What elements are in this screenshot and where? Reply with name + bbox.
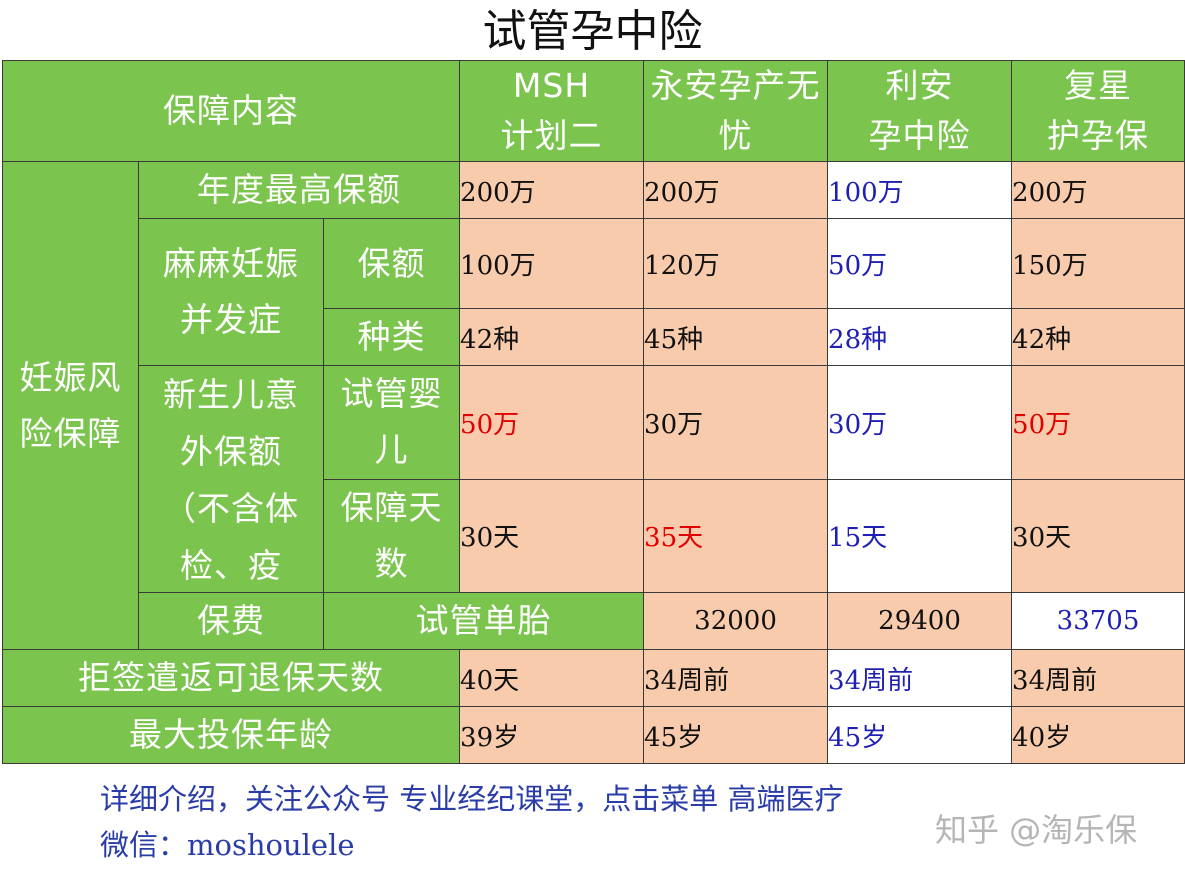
row-label: 保障天 数: [322, 478, 461, 593]
footer-line1: 详细介绍，关注公众号 专业经纪课堂，点击菜单 高端医疗: [100, 782, 844, 816]
product-header: 复星 护孕保: [1011, 60, 1185, 162]
table-cell: 34周前: [643, 649, 829, 707]
table-cell: 33705: [1011, 592, 1185, 650]
table-cell: 50万: [459, 365, 645, 480]
product-name-line2: 护孕保: [1047, 116, 1150, 155]
product-name-line2: 忧: [718, 116, 753, 155]
table-cell: 100万: [459, 218, 645, 309]
table-row: 麻麻妊娠 并发症 保额 100万 120万 50万 150万: [3, 218, 1185, 366]
table-row: 新生儿意 外保额 （不含体 检、疫 试管婴 儿 50万 30万 30万 50万: [3, 365, 1185, 593]
product-name-line1: 利安: [885, 66, 954, 105]
table-cell: 35天: [643, 478, 829, 593]
row-label-line2: 儿: [374, 430, 409, 470]
table-row: 种类 42种 45种 28种 42种: [3, 308, 1185, 366]
table-cell: 45岁: [827, 706, 1013, 764]
group-label-line: （不含体: [163, 489, 299, 528]
table-cell: 30万: [643, 365, 829, 480]
table-cell: 29400: [827, 592, 1013, 650]
table-cell: 30天: [459, 478, 645, 593]
table-cell: 32000: [643, 592, 829, 650]
table-cell: 30万: [827, 365, 1013, 480]
table-cell: 40岁: [1011, 706, 1185, 764]
product-header: 利安 孕中险: [827, 60, 1013, 162]
row-label: 年度最高保额: [137, 161, 461, 219]
row-label: 拒签遣返可退保天数: [1, 649, 461, 707]
table-cell: 34周前: [1011, 649, 1185, 707]
table-cell: 42种: [1011, 308, 1185, 366]
table-cell: 200万: [643, 161, 829, 219]
table-cell: 42种: [459, 308, 645, 366]
group-newborn: 新生儿意 外保额 （不含体 检、疫: [138, 365, 324, 593]
group-label-line1: 麻麻妊娠: [163, 244, 299, 283]
table-cell: 120万: [643, 218, 829, 309]
table-cell: 30天: [1011, 478, 1185, 593]
group-label-line: 检、疫: [180, 546, 282, 585]
footer-line2: 微信：moshoulele: [100, 828, 355, 862]
row-label-line2: 数: [374, 543, 409, 583]
group-label-line1: 妊娠风: [19, 357, 122, 397]
watermark: 知乎 @淘乐保: [935, 811, 1138, 849]
page-title: 试管孕中险: [482, 6, 703, 57]
product-name-line1: MSH: [512, 66, 591, 105]
table-cell: 45种: [643, 308, 829, 366]
header-row: 保障内容 MSH 计划二 永安孕产无 忧 利安 孕中险 复星 护孕保: [1, 60, 1185, 162]
table-cell: 28种: [827, 308, 1013, 366]
table-cell: 45岁: [643, 706, 829, 764]
table-cell: 150万: [1011, 218, 1185, 309]
group-pregnancy-risk: 妊娠风 险保障: [2, 161, 139, 650]
row-label: 保额: [322, 218, 461, 309]
table-cell: 39岁: [459, 706, 645, 764]
product-header: 永安孕产无 忧: [643, 60, 829, 162]
table-cell: 34周前: [827, 649, 1013, 707]
table-row: 保费 试管单胎 32000 29400 33705 31350: [3, 592, 1185, 650]
row-label: 试管婴 儿: [322, 365, 461, 480]
row-label: 试管单胎: [322, 592, 645, 650]
table-cell: 50万: [827, 218, 1013, 309]
row-label-line1: 保障天: [340, 487, 443, 527]
table-cell: 40天: [459, 649, 645, 707]
row-label: 最大投保年龄: [1, 706, 461, 764]
group-label-line: 新生儿意: [163, 375, 299, 414]
table-cell: 200万: [1011, 161, 1185, 219]
product-name-line1: 永安孕产无: [650, 66, 821, 105]
row-label-line1: 试管婴: [340, 374, 443, 414]
comparison-table: 保障内容 MSH 计划二 永安孕产无 忧 利安 孕中险 复星 护孕保 妊娠风 险…: [1, 60, 1185, 764]
group-label-line2: 并发症: [180, 300, 282, 339]
group-label-line: 外保额: [180, 432, 282, 471]
table-cell: 200万: [459, 161, 645, 219]
product-header: MSH 计划二: [459, 60, 645, 162]
row-label: 种类: [322, 308, 461, 366]
group-premium: 保费: [138, 592, 324, 650]
table-row: 拒签遣返可退保天数 40天 34周前 34周前 34周前: [1, 649, 1185, 707]
table-cell: 15天: [827, 478, 1013, 593]
table-cell: 100万: [827, 161, 1013, 219]
product-name-line1: 复星: [1064, 66, 1133, 105]
product-name-line2: 计划二: [500, 116, 603, 155]
table-row: 最大投保年龄 39岁 45岁 45岁 40岁: [1, 706, 1185, 764]
product-name-line2: 孕中险: [868, 116, 971, 155]
coverage-label: 保障内容: [1, 60, 461, 162]
table-row: 保障天 数 30天 35天 15天 30天: [3, 478, 1185, 593]
table-row: 妊娠风 险保障 年度最高保额 200万 200万 100万 200万: [2, 161, 1185, 650]
group-label-line2: 险保障: [19, 413, 122, 453]
table-cell: 50万: [1011, 365, 1185, 480]
group-complication: 麻麻妊娠 并发症: [138, 218, 324, 366]
